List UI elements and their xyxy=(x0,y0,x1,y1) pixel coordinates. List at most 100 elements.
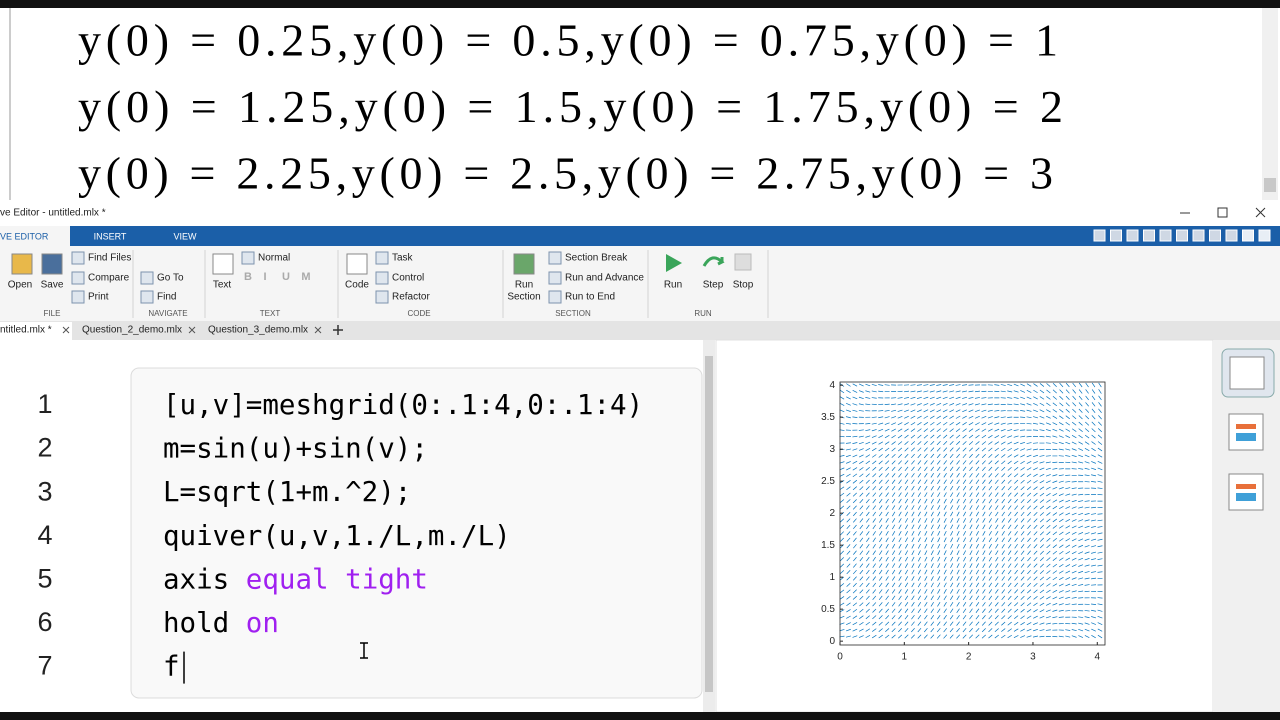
toolstrip-tab[interactable]: VE EDITOR xyxy=(0,231,49,241)
quick-access-icon[interactable] xyxy=(1242,229,1254,242)
ribbon-button-label[interactable]: Stop xyxy=(733,280,754,291)
quick-access-icon[interactable] xyxy=(1176,229,1188,242)
quiver-arrow xyxy=(1065,402,1070,407)
ribbon-button-label[interactable]: Section Break xyxy=(565,253,628,264)
quiver-arrow xyxy=(846,570,851,575)
ribbon-button-label[interactable]: Run xyxy=(515,280,533,291)
ribbon-button-label[interactable]: Refactor xyxy=(392,292,430,303)
ribbon-button-label[interactable]: Find xyxy=(157,292,176,303)
document-tab[interactable]: Question_3_demo.mlx xyxy=(208,325,308,336)
quiver-arrow xyxy=(1020,615,1025,619)
ribbon-button-label[interactable]: Text xyxy=(213,280,232,291)
document-tab[interactable]: Question_2_demo.mlx xyxy=(82,325,182,336)
ribbon-button-label[interactable]: Open xyxy=(8,280,32,291)
quiver-arrow xyxy=(1020,396,1026,400)
ribbon-button-label[interactable]: Run xyxy=(664,280,682,291)
ribbon-button-label[interactable]: U xyxy=(282,271,290,283)
quick-access-icon[interactable] xyxy=(1192,229,1205,242)
quiver-arrow xyxy=(1065,487,1071,490)
quiver-arrow xyxy=(1033,383,1038,387)
slide-scrollbar xyxy=(1262,8,1278,200)
quiver-arrow xyxy=(917,505,921,510)
quiver-arrow xyxy=(969,634,973,639)
ribbon-button-label[interactable]: M xyxy=(301,271,310,283)
quiver-arrow xyxy=(1020,454,1025,458)
quiver-arrow xyxy=(1039,448,1045,451)
ribbon-button-label[interactable]: Step xyxy=(703,280,724,291)
tab-close[interactable] xyxy=(188,326,196,334)
tab-close[interactable] xyxy=(314,326,322,334)
ribbon-group-label: NAVIGATE xyxy=(148,309,187,318)
quiver-arrow xyxy=(950,576,954,581)
toolstrip-tab[interactable]: INSERT xyxy=(94,231,127,241)
quiver-arrow xyxy=(1091,421,1096,426)
ribbon-button-label[interactable]: Run and Advance xyxy=(565,273,644,284)
ribbon-button-label[interactable]: Task xyxy=(392,253,414,264)
quiver-arrow xyxy=(846,589,851,594)
ribbon-button-label[interactable]: Control xyxy=(392,273,424,284)
quiver-arrow xyxy=(955,396,961,399)
quiver-arrow xyxy=(1020,628,1025,632)
quiver-arrow xyxy=(852,628,858,632)
quiver-arrow xyxy=(1091,571,1097,573)
quiver-arrow xyxy=(949,384,955,386)
quick-access-icon[interactable] xyxy=(1159,229,1172,242)
quiver-arrow xyxy=(995,589,999,594)
quiver-arrow xyxy=(1001,479,1006,484)
quiver-arrow xyxy=(892,537,896,543)
quiver-arrow xyxy=(858,429,864,431)
ribbon-button-label[interactable]: Save xyxy=(41,280,64,291)
active-document-tab[interactable] xyxy=(0,322,72,340)
quiver-arrow xyxy=(1007,466,1012,471)
quiver-arrow xyxy=(1014,602,1019,607)
quick-access-icon[interactable] xyxy=(1225,229,1238,242)
quiver-arrow xyxy=(1001,498,1006,504)
toolstrip-tab[interactable]: VIEW xyxy=(173,231,197,241)
quick-access-icon[interactable] xyxy=(1093,229,1106,242)
quiver-arrow xyxy=(1091,622,1097,625)
quiver-arrow xyxy=(905,537,908,543)
ribbon-button-label[interactable]: Go To xyxy=(157,273,184,284)
quiver-arrow xyxy=(937,563,941,568)
ribbon-button-label[interactable]: Run to End xyxy=(565,292,615,303)
quick-access-icon[interactable] xyxy=(1209,229,1221,242)
quick-access-icon[interactable] xyxy=(1258,229,1271,242)
quick-access-icon[interactable] xyxy=(1126,229,1139,242)
quiver-arrow xyxy=(1084,474,1090,477)
maximize-button[interactable] xyxy=(1217,207,1228,218)
output-right-button[interactable] xyxy=(1228,413,1264,451)
document-tab[interactable]: ntitled.mlx * xyxy=(0,325,52,336)
close-button[interactable] xyxy=(1255,207,1266,218)
ribbon-button-label[interactable]: Normal xyxy=(258,253,290,264)
quiver-arrow xyxy=(872,505,877,510)
ribbon-button-label[interactable]: Code xyxy=(345,280,369,291)
quiver-arrow xyxy=(1039,422,1045,425)
quiver-arrow xyxy=(897,634,903,639)
quiver-arrow xyxy=(1065,544,1071,548)
active-tab[interactable] xyxy=(0,226,70,246)
ribbon-button-label[interactable]: B xyxy=(244,271,252,283)
quick-access-icon[interactable] xyxy=(1110,229,1122,242)
quiver-arrow xyxy=(916,409,922,413)
quiver-arrow xyxy=(1007,634,1013,639)
quiver-arrow xyxy=(916,390,922,393)
quick-access-icon[interactable] xyxy=(1143,229,1155,242)
quiver-arrow xyxy=(891,628,896,633)
ribbon-button-label[interactable]: Find Files xyxy=(88,253,131,264)
quiver-arrow xyxy=(1052,474,1058,477)
quiver-arrow xyxy=(1078,500,1084,502)
hide-code-button[interactable] xyxy=(1228,473,1264,511)
quiver-arrow xyxy=(872,608,877,613)
quiver-arrow xyxy=(1097,545,1103,548)
new-tab-button[interactable] xyxy=(333,325,343,335)
ribbon-button-label[interactable]: Section xyxy=(507,292,540,303)
quiver-arrow xyxy=(859,595,864,600)
ribbon-button-label[interactable]: I xyxy=(263,271,266,283)
tab-close[interactable] xyxy=(62,326,70,334)
quiver-arrow xyxy=(1020,448,1026,451)
quiver-arrow xyxy=(911,537,915,543)
quiver-arrow xyxy=(865,602,870,607)
ribbon-button-label[interactable]: Compare xyxy=(88,273,130,284)
quiver-arrow xyxy=(1039,429,1045,431)
ribbon-button-label[interactable]: Print xyxy=(88,292,109,303)
